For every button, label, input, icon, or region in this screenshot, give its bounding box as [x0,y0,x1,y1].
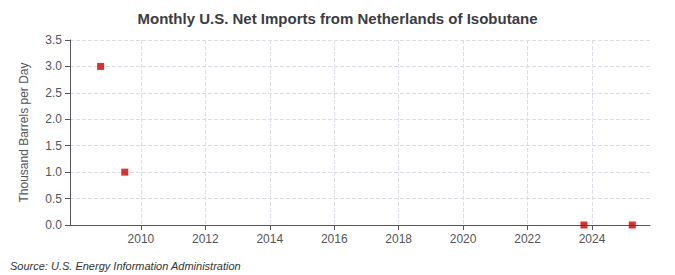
svg-text:2022: 2022 [514,232,541,246]
svg-text:2014: 2014 [256,232,283,246]
svg-text:1.5: 1.5 [45,139,62,153]
svg-text:2.0: 2.0 [45,112,62,126]
svg-text:3.0: 3.0 [45,59,62,73]
svg-text:2012: 2012 [192,232,219,246]
svg-text:2018: 2018 [385,232,412,246]
svg-text:2.5: 2.5 [45,86,62,100]
svg-text:0.5: 0.5 [45,192,62,206]
svg-text:2020: 2020 [450,232,477,246]
svg-text:0.0: 0.0 [45,218,62,232]
svg-text:Thousand Barrels per Day: Thousand Barrels per Day [17,62,31,202]
svg-text:3.5: 3.5 [45,33,62,47]
svg-text:2016: 2016 [321,232,348,246]
svg-text:2010: 2010 [128,232,155,246]
svg-text:Source: U.S. Energy Informatio: Source: U.S. Energy Information Administ… [10,260,241,272]
svg-text:2024: 2024 [579,232,606,246]
svg-text:Monthly U.S. Net Imports from: Monthly U.S. Net Imports from Netherland… [137,10,537,27]
svg-text:1.0: 1.0 [45,165,62,179]
